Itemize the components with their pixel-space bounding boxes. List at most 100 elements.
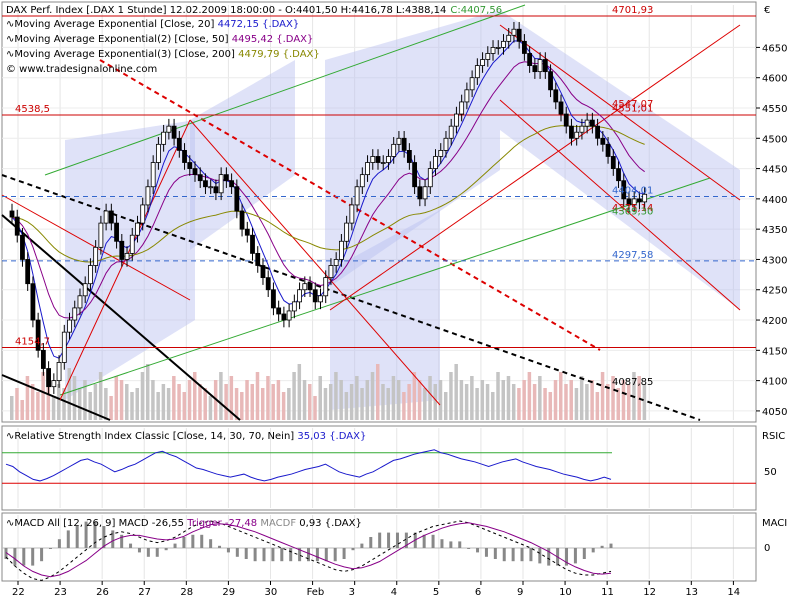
y-tick-label: 4550 bbox=[762, 104, 787, 115]
volume-bar bbox=[72, 376, 77, 420]
volume-bar bbox=[182, 392, 187, 420]
candle-body bbox=[406, 150, 412, 163]
macdf-bar bbox=[467, 548, 471, 549]
y-tick-label: 4650 bbox=[762, 43, 787, 54]
candle-body bbox=[176, 137, 182, 151]
candle-body bbox=[318, 295, 323, 303]
channel-band bbox=[500, 10, 740, 310]
macdf-bar bbox=[502, 548, 506, 562]
volume-bar bbox=[470, 376, 474, 420]
volume-bar bbox=[41, 372, 45, 420]
macdf-bar bbox=[155, 548, 159, 557]
candle-body bbox=[464, 89, 470, 103]
macdf-bar bbox=[129, 543, 133, 548]
volume-bar bbox=[166, 388, 171, 420]
candle-body bbox=[281, 313, 287, 321]
volume-bar bbox=[365, 380, 370, 420]
candle-body bbox=[114, 222, 119, 242]
volume-bar bbox=[93, 384, 98, 420]
candle-body bbox=[203, 180, 208, 188]
volume-bar bbox=[480, 380, 485, 420]
macdf-bar bbox=[102, 526, 106, 548]
candle-body bbox=[30, 283, 36, 321]
macdf-bar bbox=[342, 548, 346, 559]
y-tick-label: 4050 bbox=[762, 407, 787, 418]
candle-body bbox=[140, 204, 146, 224]
candle-body bbox=[469, 77, 475, 91]
candle-body bbox=[506, 34, 512, 42]
volume-bar bbox=[281, 392, 286, 420]
macdf-bar bbox=[449, 541, 453, 548]
macdf-bar bbox=[458, 541, 462, 548]
volume-bar bbox=[349, 384, 354, 420]
macdf-bar bbox=[280, 548, 284, 562]
candle-body bbox=[422, 186, 428, 200]
volume-bar bbox=[496, 372, 500, 420]
volume-bar bbox=[187, 380, 192, 420]
ema-line-200 bbox=[11, 125, 645, 263]
volume-bar bbox=[459, 380, 464, 420]
candle-body bbox=[119, 240, 125, 260]
volume-bar bbox=[292, 372, 296, 420]
candle-body bbox=[412, 162, 418, 188]
volume-bar bbox=[302, 380, 307, 420]
macdf-bar bbox=[173, 543, 177, 548]
level-label: 4538,5 bbox=[15, 104, 50, 115]
volume-bar bbox=[527, 372, 532, 420]
macdf-bar bbox=[289, 548, 293, 562]
macd-line bbox=[5, 520, 612, 581]
volume-bar bbox=[344, 392, 349, 420]
x-tick-label: 11 bbox=[601, 587, 614, 598]
volume-bar bbox=[219, 372, 223, 420]
level-label: 4701,93 bbox=[612, 5, 653, 16]
candle-body bbox=[527, 53, 533, 66]
volume-bar bbox=[135, 388, 139, 420]
macdf-bar bbox=[573, 548, 577, 564]
candle-body bbox=[359, 174, 365, 188]
x-tick-label: 14 bbox=[727, 587, 740, 598]
candle-body bbox=[349, 204, 355, 224]
macdf-bar bbox=[218, 545, 222, 548]
candle-body bbox=[93, 246, 99, 266]
macd-tick-0: 0 bbox=[764, 543, 770, 554]
macdf-bar bbox=[164, 548, 168, 551]
candle-body bbox=[459, 101, 465, 115]
volume-bar bbox=[36, 392, 40, 420]
x-tick-label: 12 bbox=[643, 587, 656, 598]
macdf-bar bbox=[200, 534, 204, 548]
candle-body bbox=[286, 310, 292, 321]
volume-bar bbox=[130, 392, 134, 420]
candle-body bbox=[77, 295, 83, 309]
macdf-bar bbox=[93, 521, 97, 548]
candle-body bbox=[448, 125, 454, 139]
volume-bar bbox=[611, 376, 615, 420]
volume-bar bbox=[260, 388, 265, 420]
candle-body bbox=[291, 301, 297, 312]
candle-body bbox=[480, 59, 485, 66]
volume-bar bbox=[538, 376, 542, 420]
macdf-bar bbox=[378, 532, 382, 548]
volume-bar bbox=[328, 384, 333, 420]
macdf-bar bbox=[137, 548, 141, 553]
candle-body bbox=[516, 28, 522, 42]
volume-bar bbox=[606, 384, 610, 420]
volume-bar bbox=[621, 380, 626, 420]
volume-bar bbox=[564, 384, 568, 420]
volume-bar bbox=[287, 388, 291, 420]
candle-body bbox=[250, 234, 255, 254]
candle-body bbox=[600, 137, 606, 145]
channel-band bbox=[190, 60, 295, 250]
candle-body bbox=[218, 174, 224, 194]
macdf-bar bbox=[609, 543, 613, 548]
candle-body bbox=[344, 222, 350, 242]
candle-body bbox=[569, 125, 574, 139]
currency-label: € bbox=[764, 5, 770, 16]
candle-body bbox=[150, 162, 156, 188]
candle-body bbox=[192, 168, 198, 176]
candle-body bbox=[637, 198, 642, 203]
macdf-bar bbox=[360, 543, 364, 548]
volume-bar bbox=[532, 384, 537, 420]
volume-bar bbox=[417, 380, 422, 420]
level-label: 4087,85 bbox=[612, 377, 653, 388]
